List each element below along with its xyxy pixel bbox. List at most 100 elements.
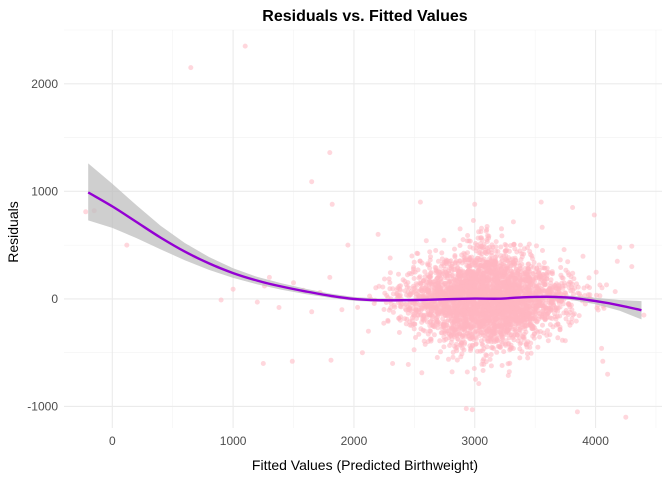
scatter-point bbox=[454, 311, 460, 317]
scatter-point bbox=[528, 350, 534, 356]
scatter-point bbox=[545, 328, 550, 334]
scatter-point bbox=[555, 335, 561, 341]
scatter-point bbox=[549, 316, 555, 321]
scatter-point bbox=[541, 260, 547, 266]
scatter-point bbox=[505, 373, 511, 378]
scatter-point bbox=[491, 346, 497, 352]
scatter-point bbox=[427, 282, 432, 288]
scatter-point bbox=[427, 265, 433, 271]
scatter-point bbox=[576, 313, 582, 319]
scatter-point bbox=[519, 317, 525, 323]
scatter-point bbox=[414, 316, 419, 321]
scatter-point bbox=[339, 307, 345, 313]
scatter-point bbox=[475, 303, 481, 309]
scatter-point bbox=[409, 253, 415, 259]
scatter-point bbox=[529, 271, 535, 277]
scatter-point bbox=[561, 310, 567, 316]
scatter-point bbox=[575, 284, 581, 290]
scatter-point bbox=[242, 43, 248, 49]
scatter-point bbox=[503, 318, 509, 324]
scatter-point bbox=[500, 290, 506, 296]
scatter-point bbox=[381, 320, 387, 326]
scatter-point bbox=[476, 381, 482, 387]
scatter-point bbox=[468, 280, 474, 286]
scatter-point bbox=[537, 334, 542, 340]
scatter-point bbox=[421, 338, 427, 344]
scatter-point bbox=[417, 258, 423, 264]
scatter-point bbox=[448, 281, 454, 287]
scatter-point bbox=[455, 284, 460, 290]
scatter-point bbox=[521, 336, 527, 342]
scatter-point bbox=[493, 248, 499, 254]
scatter-point bbox=[450, 313, 456, 319]
scatter-point bbox=[565, 259, 571, 265]
scatter-point bbox=[419, 285, 425, 291]
scatter-point bbox=[506, 291, 512, 297]
scatter-point bbox=[535, 308, 541, 313]
scatter-point bbox=[486, 233, 492, 239]
scatter-point bbox=[562, 338, 568, 344]
scatter-point bbox=[390, 361, 396, 366]
scatter-point bbox=[419, 370, 425, 376]
scatter-point bbox=[501, 280, 507, 286]
scatter-point bbox=[382, 276, 387, 282]
scatter-point bbox=[480, 348, 485, 354]
scatter-point bbox=[188, 65, 194, 71]
scatter-point bbox=[530, 324, 536, 329]
scatter-point bbox=[433, 248, 439, 253]
scatter-point bbox=[327, 274, 333, 280]
scatter-point bbox=[499, 233, 505, 239]
scatter-point bbox=[604, 282, 609, 288]
scatter-point bbox=[542, 282, 548, 288]
scatter-point bbox=[493, 239, 499, 245]
scatter-point bbox=[494, 349, 500, 355]
scatter-point bbox=[386, 276, 392, 282]
scatter-point bbox=[445, 312, 451, 318]
scatter-point bbox=[449, 369, 455, 375]
scatter-point bbox=[518, 257, 524, 263]
scatter-point bbox=[375, 231, 381, 237]
scatter-point bbox=[427, 257, 433, 263]
scatter-point bbox=[488, 352, 494, 357]
scatter-point bbox=[553, 291, 559, 297]
scatter-point bbox=[394, 291, 400, 297]
scatter-point bbox=[230, 286, 236, 292]
scatter-point bbox=[517, 355, 523, 361]
scatter-point bbox=[473, 376, 478, 382]
scatter-point bbox=[289, 358, 295, 364]
scatter-point bbox=[435, 258, 441, 264]
scatter-point bbox=[471, 272, 476, 278]
scatter-point bbox=[486, 306, 492, 312]
scatter-point bbox=[418, 326, 424, 332]
scatter-point bbox=[484, 288, 490, 294]
scatter-point bbox=[429, 316, 435, 322]
scatter-point bbox=[501, 349, 507, 355]
scatter-point bbox=[418, 280, 424, 286]
scatter-point bbox=[445, 285, 451, 291]
scatter-point bbox=[520, 308, 526, 313]
scatter-point bbox=[502, 274, 508, 280]
scatter-point bbox=[629, 243, 635, 249]
scatter-point bbox=[462, 303, 468, 309]
scatter-point bbox=[517, 289, 523, 295]
scatter-point bbox=[478, 235, 484, 241]
scatter-point bbox=[556, 286, 562, 292]
scatter-point bbox=[477, 272, 483, 278]
scatter-point bbox=[566, 319, 572, 325]
grid bbox=[64, 29, 662, 428]
scatter-point bbox=[546, 269, 552, 275]
scatter-point bbox=[505, 307, 511, 313]
scatter-point bbox=[410, 269, 416, 275]
scatter-point bbox=[477, 333, 483, 338]
scatter-point bbox=[441, 344, 447, 350]
y-tick-label: 1000 bbox=[31, 184, 58, 198]
scatter-point bbox=[498, 330, 504, 336]
scatter-point bbox=[463, 406, 469, 412]
scatter-point bbox=[576, 291, 582, 297]
scatter-point bbox=[580, 253, 586, 259]
scatter-point bbox=[594, 292, 599, 298]
scatter-point bbox=[503, 243, 509, 249]
scatter-point bbox=[466, 301, 472, 306]
scatter-point bbox=[507, 271, 513, 277]
scatter-point bbox=[423, 282, 429, 288]
